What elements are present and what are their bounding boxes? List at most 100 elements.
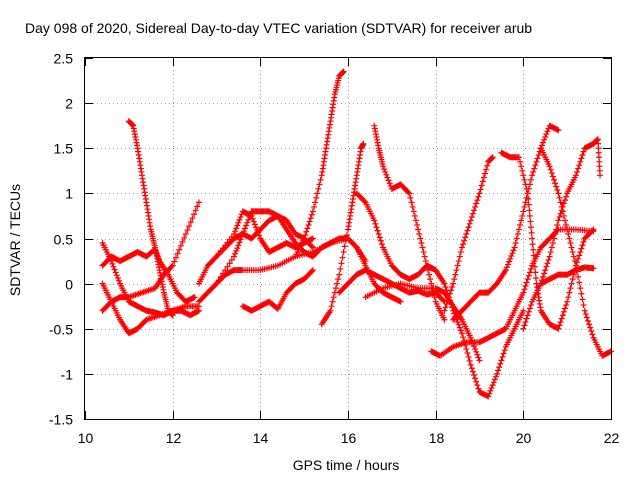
- data-point: [341, 243, 348, 250]
- data-point: [315, 185, 322, 192]
- data-point: [503, 264, 510, 271]
- data-point: [530, 168, 537, 175]
- data-point: [330, 294, 337, 301]
- data-point: [523, 279, 530, 286]
- data-point: [410, 208, 417, 215]
- data-point: [542, 267, 549, 274]
- data-point: [577, 158, 584, 165]
- data-point: [231, 230, 238, 237]
- data-point: [540, 139, 547, 146]
- data-point: [233, 225, 240, 232]
- data-point: [538, 277, 545, 284]
- data-point: [521, 176, 528, 183]
- data-point: [537, 280, 544, 287]
- data-point: [241, 225, 248, 232]
- data-point: [473, 348, 480, 355]
- data-point: [544, 128, 551, 135]
- data-point: [589, 227, 596, 234]
- data-point: [511, 244, 518, 251]
- data-point: [526, 212, 533, 219]
- data-point: [248, 212, 255, 219]
- data-point: [382, 168, 389, 175]
- data-point: [531, 165, 538, 172]
- data-point: [340, 249, 347, 256]
- data-point: [523, 315, 530, 322]
- data-point: [549, 240, 556, 247]
- data-point: [570, 253, 577, 260]
- data-point: [528, 176, 535, 183]
- data-point: [578, 245, 585, 252]
- data-point: [524, 312, 531, 319]
- data-point: [115, 277, 122, 284]
- data-point: [588, 328, 595, 335]
- data-point: [555, 217, 562, 224]
- series-track-x: [537, 145, 614, 359]
- y-tick-label: 2.5: [54, 51, 74, 67]
- data-point: [418, 240, 425, 247]
- data-point: [250, 218, 257, 225]
- series-track-r: [423, 262, 527, 400]
- data-point: [416, 230, 423, 237]
- data-point: [580, 302, 587, 309]
- data-point: [473, 200, 480, 207]
- data-point: [525, 308, 532, 315]
- data-point: [524, 276, 531, 283]
- data-point: [584, 317, 591, 324]
- data-point: [472, 346, 479, 353]
- data-point: [244, 219, 251, 226]
- data-point: [476, 357, 483, 364]
- data-point: [565, 294, 572, 301]
- data-point: [528, 265, 535, 272]
- data-point: [521, 322, 528, 329]
- data-point: [487, 387, 494, 394]
- data-point: [480, 174, 487, 181]
- data-point: [560, 200, 567, 207]
- data-point: [496, 364, 503, 371]
- data-point: [492, 373, 499, 380]
- data-point: [239, 230, 246, 237]
- chart-title: Day 098 of 2020, Sidereal Day-to-day VTE…: [25, 20, 532, 36]
- data-point: [407, 194, 414, 201]
- data-point: [533, 158, 540, 165]
- data-point: [521, 203, 528, 210]
- data-point: [456, 253, 463, 260]
- data-point: [311, 203, 318, 210]
- data-point: [559, 203, 566, 210]
- data-point: [372, 220, 379, 227]
- data-point: [554, 186, 561, 193]
- data-point: [374, 227, 381, 234]
- data-point: [518, 217, 525, 224]
- data-point: [237, 214, 244, 221]
- data-point: [371, 217, 378, 224]
- data-point: [304, 225, 311, 232]
- data-point: [544, 260, 551, 267]
- data-point: [574, 268, 581, 275]
- data-point: [189, 215, 196, 222]
- data-point: [184, 227, 191, 234]
- y-tick-label: 1.5: [54, 141, 74, 157]
- data-point: [557, 199, 564, 206]
- data-point: [579, 152, 586, 159]
- data-point: [472, 375, 479, 382]
- series-track-e: [125, 118, 176, 319]
- data-point: [577, 285, 584, 292]
- data-point: [168, 263, 175, 270]
- data-point: [583, 314, 590, 321]
- data-point: [478, 182, 485, 189]
- data-point: [385, 177, 392, 184]
- data-point: [386, 180, 393, 187]
- data-point: [574, 168, 581, 175]
- data-point: [251, 221, 258, 228]
- data-point: [545, 256, 552, 263]
- y-tick-label: 2: [65, 96, 73, 112]
- data-point: [177, 242, 184, 249]
- data-point: [548, 170, 555, 177]
- data-point: [500, 350, 507, 357]
- data-point: [501, 347, 508, 354]
- data-point: [578, 155, 585, 162]
- data-point: [553, 183, 560, 190]
- data-point: [575, 255, 582, 262]
- series-track-y: [537, 136, 604, 287]
- data-point: [580, 148, 587, 155]
